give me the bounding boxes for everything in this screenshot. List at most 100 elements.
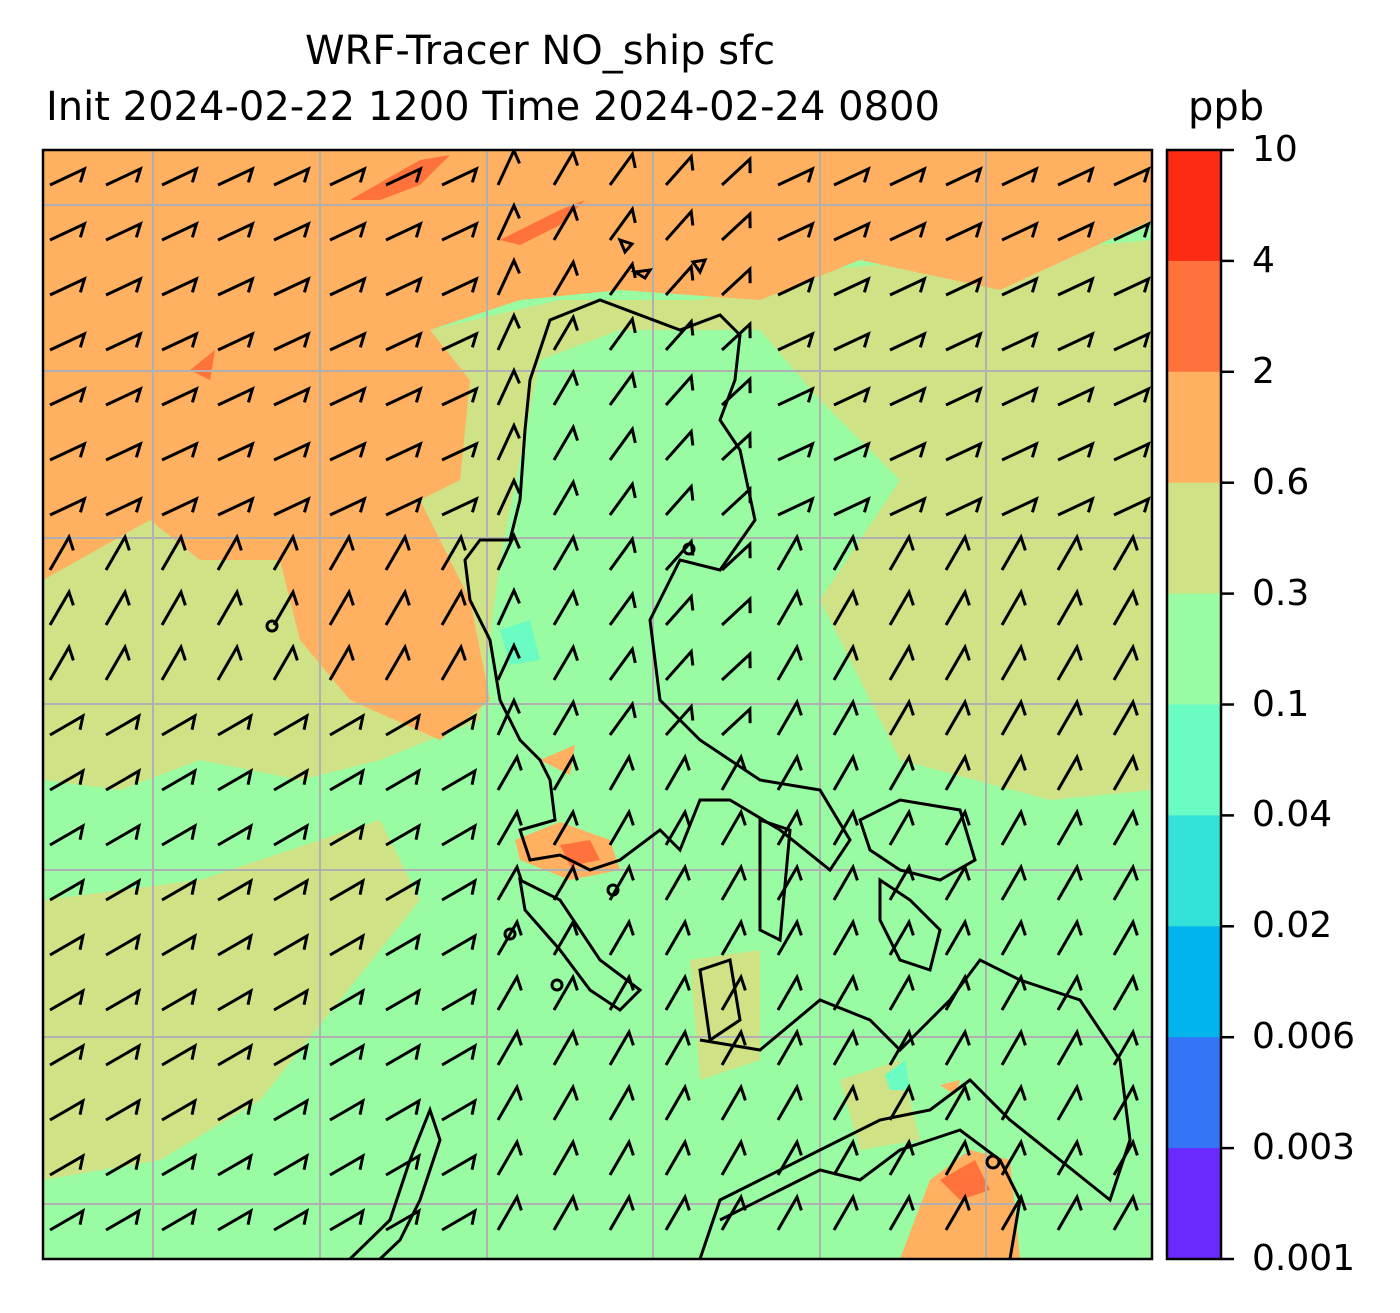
- wind-barb: [217, 496, 255, 517]
- wind-barb: [385, 221, 423, 242]
- colorbar-bin: [1167, 593, 1221, 705]
- wind-barb: [217, 1043, 254, 1067]
- wind-barb: [49, 1043, 86, 1067]
- wind-barb: [48, 533, 75, 571]
- wind-barb: [832, 643, 859, 681]
- wind-barb: [273, 933, 310, 957]
- wind-barb: [664, 483, 695, 516]
- wind-barb: [441, 878, 478, 902]
- wind-barb: [49, 166, 87, 187]
- wind-barb: [776, 643, 803, 681]
- wind-barb: [552, 643, 579, 681]
- wind-barb: [1112, 863, 1139, 901]
- wind-barb: [496, 808, 523, 846]
- wind-barb: [105, 988, 142, 1012]
- wind-barb: [49, 331, 87, 352]
- wind-barb: [1113, 166, 1151, 187]
- wind-barb: [1057, 221, 1095, 242]
- island-marker: [265, 619, 279, 633]
- wind-barb: [1000, 753, 1027, 791]
- wind-barb: [889, 331, 927, 352]
- wind-barb: [1112, 533, 1139, 571]
- wind-barb: [888, 753, 915, 791]
- wind-barb: [384, 588, 411, 626]
- wind-barb: [496, 973, 523, 1011]
- wind-barb: [384, 643, 411, 681]
- wind-barb: [608, 535, 637, 571]
- wind-barb: [161, 823, 198, 847]
- wind-barb: [720, 1138, 747, 1176]
- wind-barb: [1057, 386, 1095, 407]
- field-orange-spot-manila: [515, 745, 620, 880]
- coastline-samar: [858, 798, 977, 882]
- coastline-leyte: [878, 877, 942, 972]
- wind-barb: [552, 588, 579, 626]
- wind-barb: [945, 221, 983, 242]
- wind-barb: [217, 386, 255, 407]
- colorbar-bin: [1167, 1148, 1221, 1260]
- wind-barb: [384, 533, 411, 571]
- wind-barb: [496, 256, 521, 296]
- wind-barb: [777, 166, 815, 187]
- wind-barb: [608, 863, 635, 901]
- wind-barb: [832, 1138, 859, 1176]
- wind-barb: [833, 276, 871, 297]
- wind-barb: [273, 768, 310, 792]
- wind-barb: [888, 973, 915, 1011]
- wind-barb: [552, 150, 579, 186]
- wind-barb: [1001, 276, 1039, 297]
- wind-barb: [161, 768, 198, 792]
- wind-barb: [1056, 643, 1083, 681]
- wind-barb: [832, 533, 859, 571]
- wind-barb: [217, 1208, 254, 1232]
- wind-barb: [496, 476, 521, 516]
- wind-barb: [49, 988, 86, 1012]
- wind-barb: [328, 533, 355, 571]
- wind-barb: [776, 698, 803, 736]
- wind-barb: [216, 643, 243, 681]
- wind-barb: [328, 588, 355, 626]
- wind-barb: [1056, 588, 1083, 626]
- wind-barb: [552, 863, 579, 901]
- wind-barb: [945, 441, 983, 462]
- wind-barb: [161, 386, 199, 407]
- wind-barb: [1000, 588, 1027, 626]
- colorbar: [1165, 148, 1234, 1261]
- wind-barb: [1057, 441, 1095, 462]
- wind-barb: [608, 425, 637, 461]
- wind-barb: [664, 538, 695, 571]
- wind-barb: [1056, 863, 1083, 901]
- wind-barb: [441, 166, 479, 187]
- wind-barb: [441, 221, 479, 242]
- wind-barb: [49, 933, 86, 957]
- wind-barb: [889, 166, 927, 187]
- wind-barb: [1112, 1138, 1139, 1176]
- wind-barb: [217, 1098, 254, 1122]
- wind-barb: [217, 878, 254, 902]
- wind-barb: [889, 441, 927, 462]
- wind-barb: [48, 588, 75, 626]
- wind-barb: [1000, 1083, 1027, 1121]
- wind-barb: [945, 386, 983, 407]
- wind-barb: [273, 878, 310, 902]
- wind-barb: [552, 698, 579, 736]
- wind-barb: [1001, 386, 1039, 407]
- wind-barb: [273, 331, 311, 352]
- wind-barb: [664, 263, 695, 296]
- wind-barb: [1000, 1193, 1027, 1231]
- wind-barb: [720, 540, 752, 572]
- wind-barb: [888, 588, 915, 626]
- wind-barb: [1113, 386, 1151, 407]
- wind-barb: [720, 1193, 747, 1231]
- wind-barb: [440, 588, 467, 626]
- wind-barb: [105, 1098, 142, 1122]
- wind-barb: [161, 1098, 198, 1122]
- colorbar-bin: [1167, 926, 1221, 1038]
- wind-barb: [552, 1083, 579, 1121]
- wind-barb: [608, 918, 635, 956]
- wind-barb: [608, 753, 635, 791]
- wind-barb: [833, 221, 871, 242]
- wind-barb: [1001, 166, 1039, 187]
- wind-barb: [496, 641, 521, 681]
